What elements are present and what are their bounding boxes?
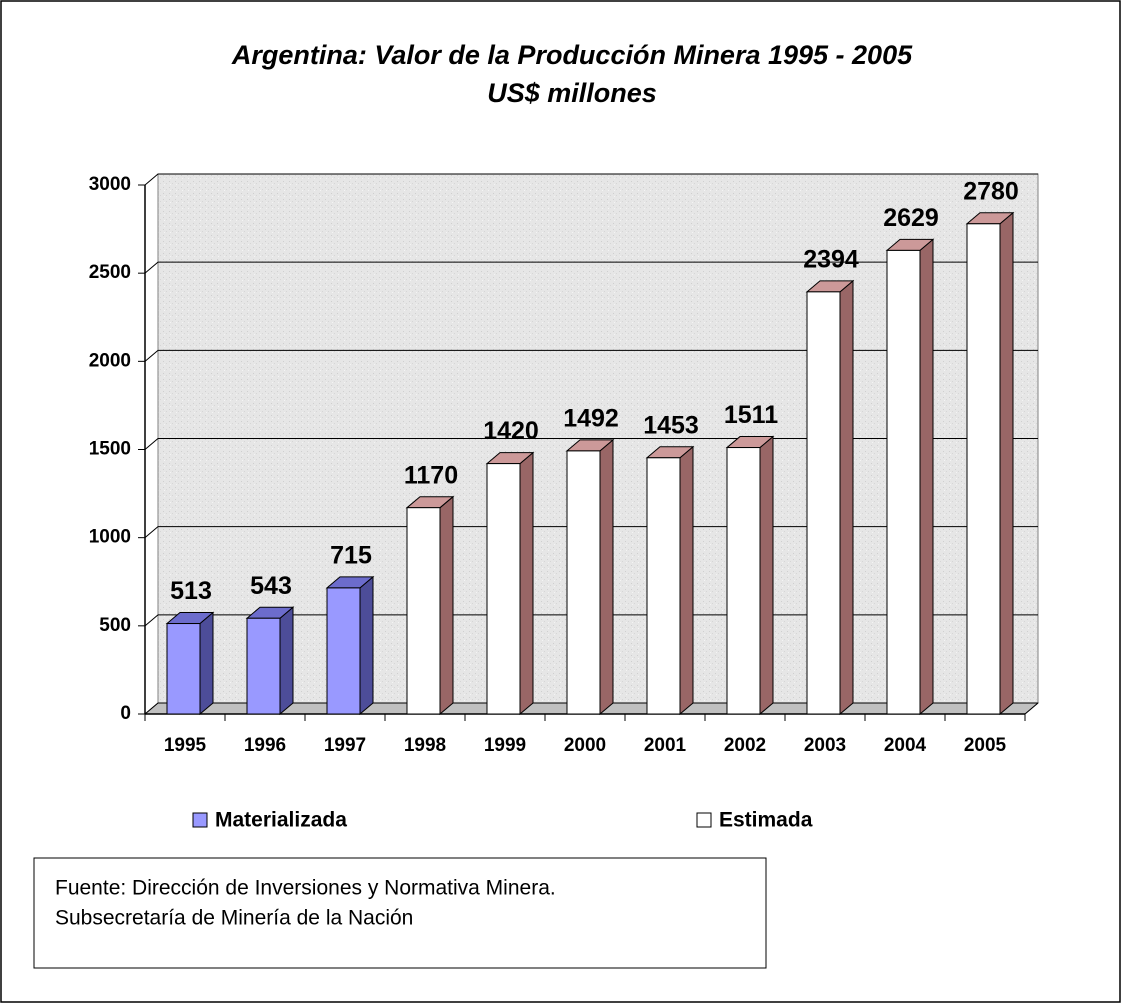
x-tick-label: 2001	[644, 735, 687, 756]
bar-side	[599, 438, 614, 716]
bar-side	[279, 606, 294, 716]
bar	[166, 623, 201, 715]
chart-title: Argentina: Valor de la Producción Minera…	[231, 40, 913, 70]
bar	[806, 291, 841, 715]
y-tick-label: 500	[99, 615, 131, 636]
data-label: 543	[250, 572, 292, 600]
x-tick-label: 2000	[564, 735, 606, 756]
source-line: Fuente: Dirección de Inversiones y Norma…	[55, 877, 556, 900]
x-tick-label: 2004	[884, 735, 927, 756]
bar	[966, 223, 1001, 715]
bar	[486, 463, 521, 715]
data-label: 1453	[643, 411, 699, 439]
floor-edge	[1024, 702, 1039, 715]
bar	[326, 587, 361, 715]
y-tick-label: 0	[120, 703, 131, 724]
data-label: 1511	[724, 401, 778, 429]
x-tick-label: 2002	[724, 735, 766, 756]
bar-side	[679, 445, 694, 716]
x-tick-label: 1998	[404, 735, 446, 756]
x-tick-label: 2003	[804, 735, 846, 756]
bar	[406, 507, 441, 715]
x-tick-label: 1999	[484, 735, 526, 756]
y-tick-label: 2500	[89, 262, 131, 283]
data-label: 2629	[883, 204, 939, 232]
legend-label: Estimada	[719, 809, 813, 832]
y-tick-label: 2000	[89, 350, 131, 371]
grid-line	[144, 261, 1038, 274]
legend-swatch	[696, 812, 712, 828]
bar-side	[759, 435, 774, 716]
bar-side	[999, 211, 1014, 716]
data-label: 513	[170, 577, 212, 605]
x-tick-label: 1997	[324, 735, 366, 756]
y-tick-label: 3000	[89, 174, 131, 195]
bar	[566, 450, 601, 715]
data-label: 1170	[404, 461, 458, 489]
bar-side	[439, 495, 454, 716]
data-label: 1420	[483, 417, 539, 445]
legend-swatch	[192, 812, 208, 828]
chart-subtitle: US$ millones	[487, 78, 657, 108]
data-label: 1492	[563, 405, 619, 433]
bar-side	[919, 238, 934, 716]
bar	[646, 457, 681, 715]
bar	[246, 617, 281, 715]
source-line: Subsecretaría de Minería de la Nación	[55, 907, 413, 930]
data-label: 2780	[963, 177, 1019, 205]
y-tick-label: 1000	[89, 527, 131, 548]
x-tick-label: 1996	[244, 735, 286, 756]
bar-side	[359, 575, 374, 716]
bar-side	[839, 279, 854, 716]
x-tick-label: 1995	[164, 735, 207, 756]
bar-side	[199, 611, 214, 716]
legend-label: Materializada	[215, 809, 347, 832]
bar	[726, 447, 761, 715]
grid-line	[144, 173, 1038, 186]
y-tick-label: 1500	[89, 439, 131, 460]
x-tick-label: 2005	[964, 735, 1007, 756]
source-box	[33, 857, 767, 969]
data-label: 2394	[803, 245, 859, 273]
bar-side	[519, 451, 534, 716]
bar	[886, 249, 921, 715]
grid-line	[144, 349, 1038, 362]
data-label: 715	[330, 542, 372, 570]
